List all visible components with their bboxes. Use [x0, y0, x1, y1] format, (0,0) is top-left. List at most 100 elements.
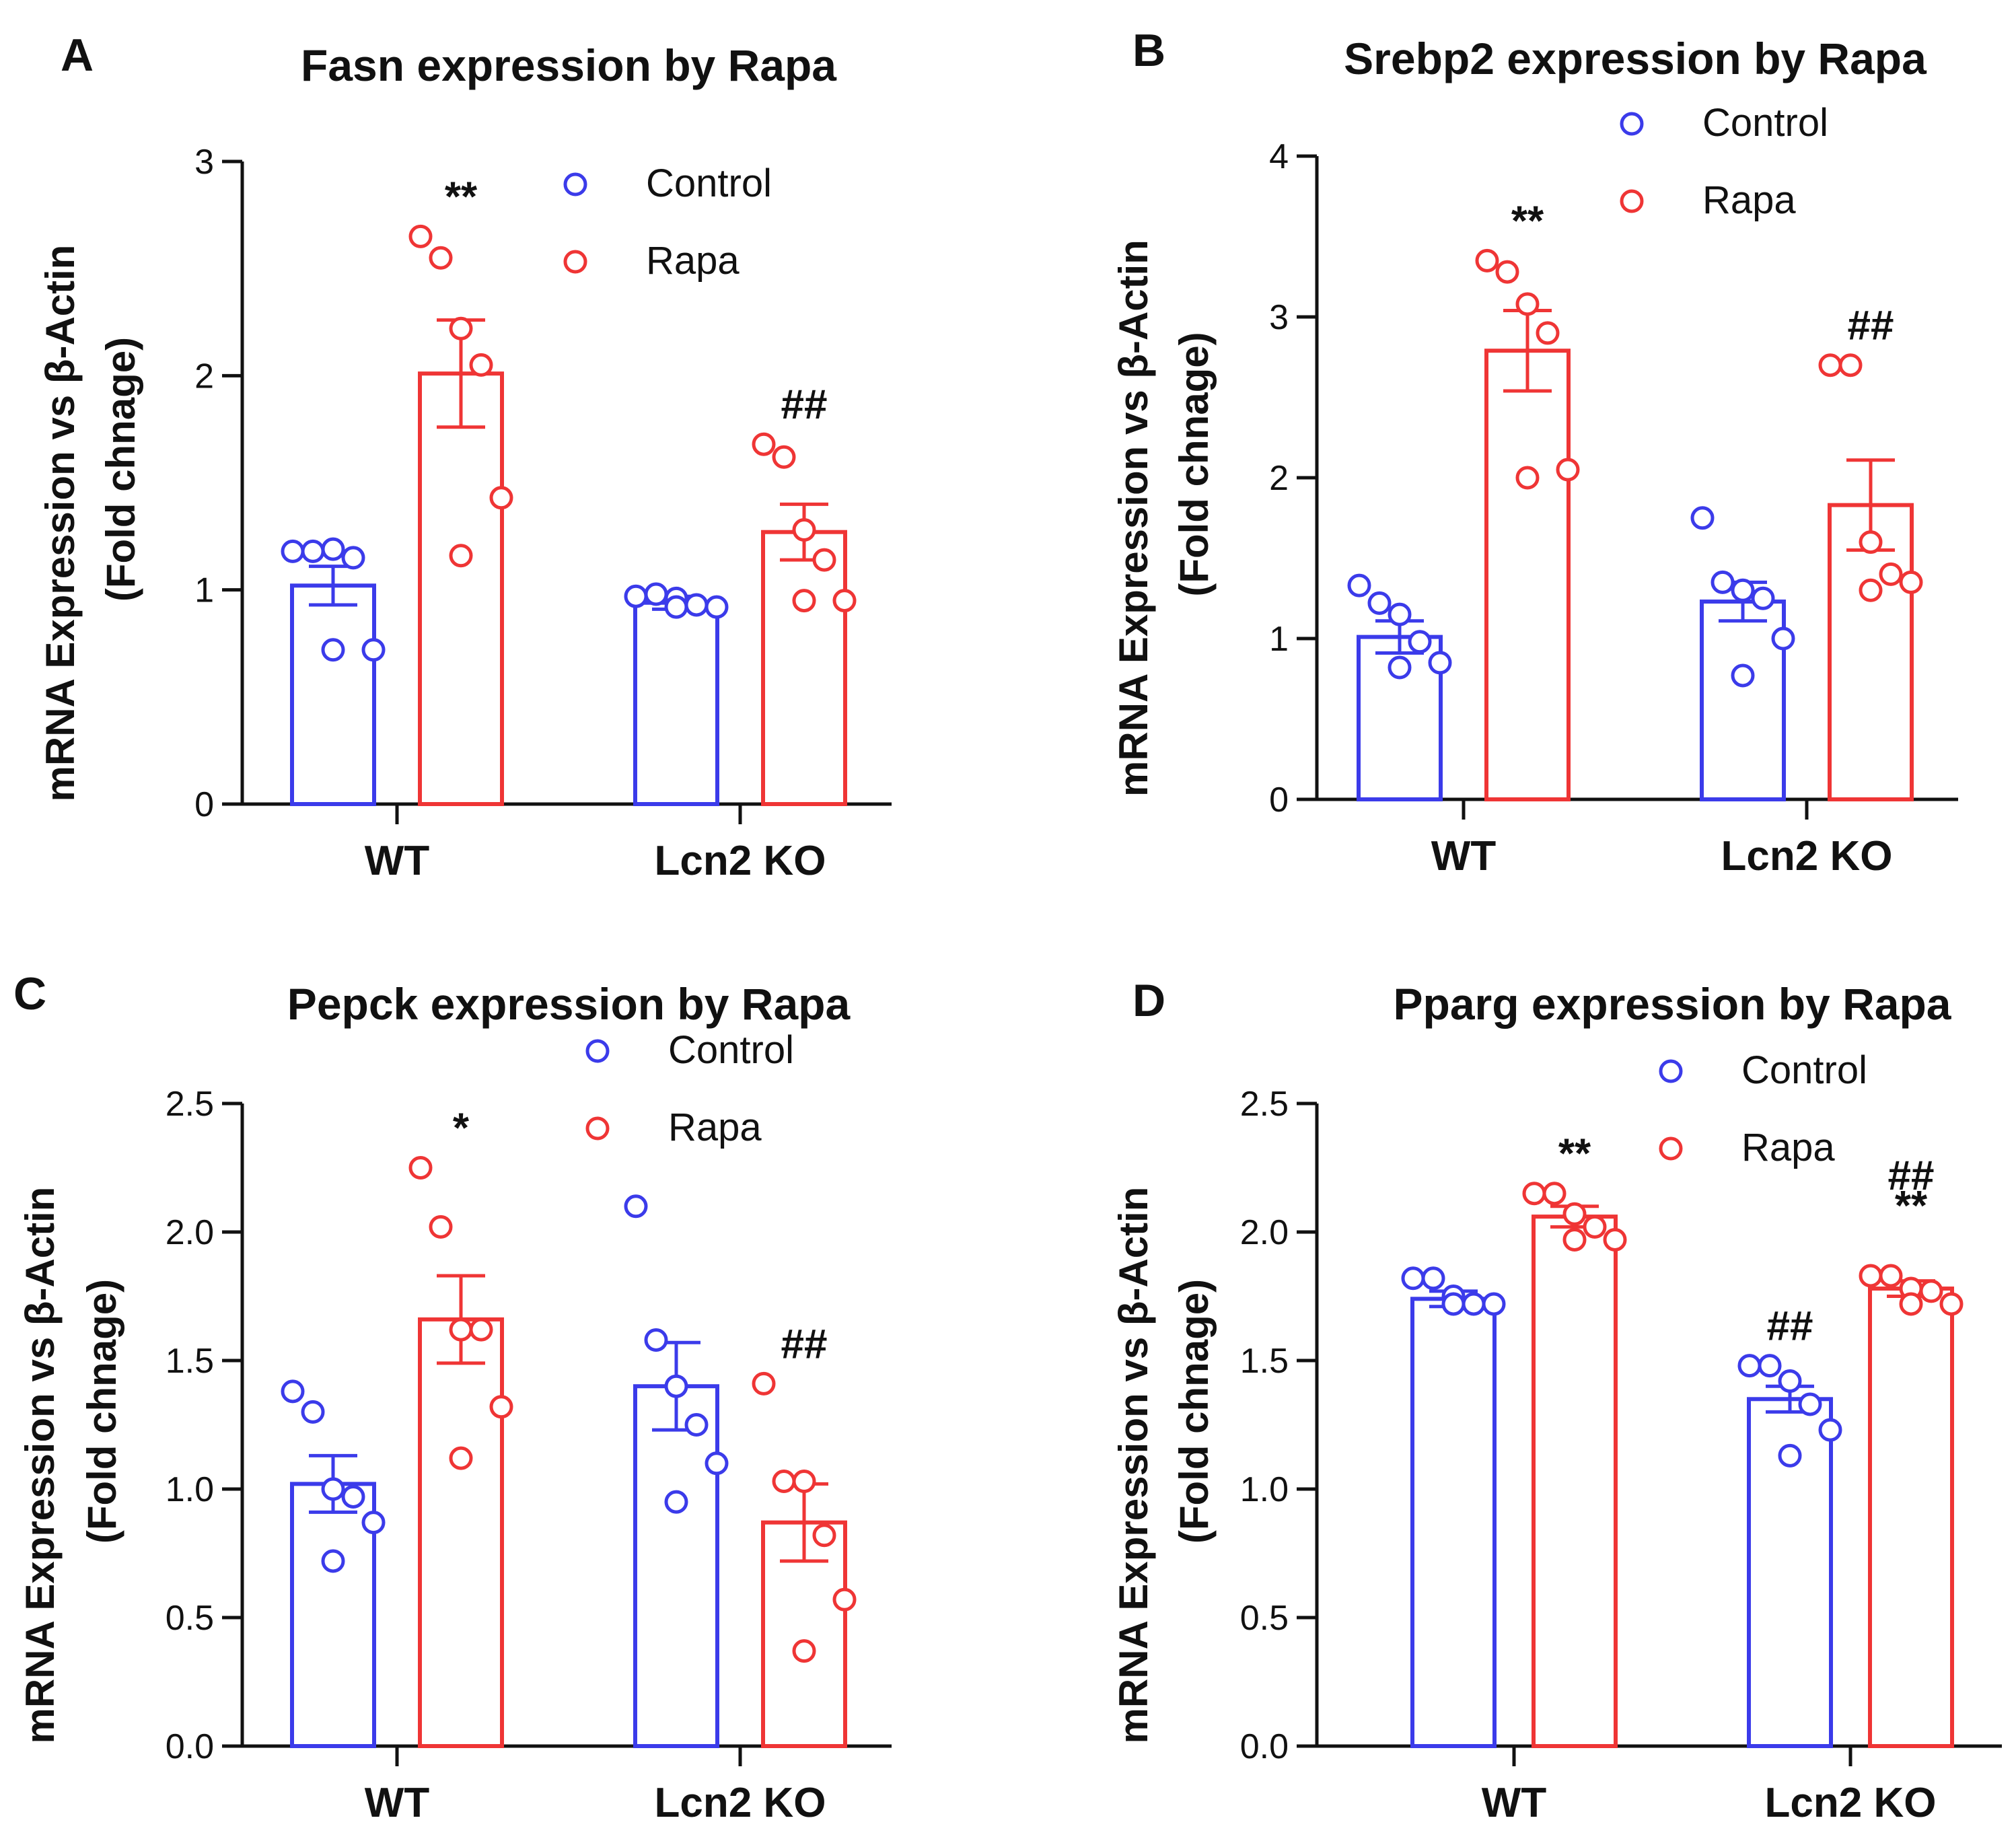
bar-rapa	[1532, 1215, 1618, 1748]
legend-marker-control	[563, 172, 587, 196]
y-axis-label: mRNA Expression vs β-Actin	[1111, 1187, 1156, 1744]
data-point	[361, 1511, 386, 1535]
data-point	[792, 1470, 816, 1494]
data-point	[832, 1587, 857, 1612]
data-point	[449, 1446, 473, 1470]
significance-marker: ##	[781, 1321, 828, 1367]
data-point	[489, 1395, 513, 1419]
y-tick-label: 2.0	[1240, 1213, 1289, 1252]
data-point	[1731, 663, 1755, 688]
data-point	[429, 246, 453, 270]
bar-rapa	[761, 530, 847, 806]
data-point	[772, 1470, 796, 1494]
data-point	[469, 353, 493, 377]
panel-d: D Pparg expression by Rapa mRNA Expression…	[1111, 975, 2002, 1826]
data-point	[489, 486, 513, 510]
y-tick-label: 4	[1269, 137, 1289, 176]
significance-marker: ##	[1848, 303, 1894, 349]
x-tick-label: Lcn2 KO	[655, 838, 826, 884]
y-tick-label: 2.0	[166, 1213, 214, 1252]
data-point	[1401, 1266, 1425, 1291]
data-point	[341, 1484, 365, 1509]
data-point	[1731, 578, 1755, 602]
significance-marker: ##	[1888, 1153, 1935, 1199]
y-tick-label: 2.5	[166, 1085, 214, 1124]
bar-control	[633, 1384, 719, 1748]
significance-marker: *	[453, 1106, 470, 1152]
data-point	[1536, 321, 1560, 345]
bar-control	[1410, 1297, 1497, 1748]
legend-label-control: Control	[1702, 101, 1828, 145]
chart-title: Srebp2 expression by Rapa	[1344, 34, 1927, 83]
bar-rapa	[1484, 349, 1571, 801]
data-point	[812, 1523, 836, 1548]
data-point	[792, 589, 816, 613]
y-tick-label: 3	[194, 143, 214, 182]
data-point	[1859, 530, 1883, 554]
data-point	[429, 1215, 453, 1239]
panel-a: A Fasn expression by Rapa mRNA Expression …	[38, 30, 892, 884]
y-tick-label: 1.0	[1240, 1470, 1289, 1509]
data-point	[1879, 562, 1903, 586]
y-tick-label: 1	[1269, 620, 1289, 659]
x-tick-label: WT	[1482, 1780, 1547, 1826]
y-tick-label: 0.5	[1240, 1599, 1289, 1638]
data-point	[772, 445, 796, 469]
data-point	[1515, 466, 1540, 490]
x-tick-label: WT	[365, 1780, 430, 1826]
data-point	[449, 316, 473, 340]
chart-title: Pepck expression by Rapa	[287, 979, 851, 1029]
y-tick-label: 3	[1269, 298, 1289, 337]
legend-marker-rapa	[563, 250, 587, 274]
y-axis-label-units: (Fold chnage)	[79, 1279, 124, 1544]
data-point	[684, 1413, 709, 1437]
y-tick-label: 2.5	[1240, 1085, 1289, 1124]
data-point	[321, 1477, 345, 1501]
y-tick-label: 0	[1269, 781, 1289, 820]
data-point	[624, 1194, 648, 1219]
legend-marker-control	[1620, 112, 1644, 136]
data-point	[1771, 626, 1795, 651]
panel-letter: D	[1132, 975, 1165, 1026]
data-point	[1919, 1279, 1943, 1303]
data-point	[1441, 1292, 1466, 1316]
legend-label-rapa: Rapa	[668, 1106, 762, 1149]
data-point	[664, 1490, 688, 1514]
x-tick-label: Lcn2 KO	[1765, 1780, 1937, 1826]
data-point	[1798, 1392, 1822, 1416]
data-point	[408, 224, 433, 248]
y-axis-label: mRNA Expression vs β-Actin	[17, 1187, 63, 1744]
bar-control	[1700, 600, 1786, 802]
data-point	[1522, 1182, 1546, 1206]
data-point	[1778, 1369, 1802, 1394]
significance-marker: ##	[781, 382, 828, 428]
panel-letter: A	[61, 30, 94, 81]
data-point	[361, 638, 386, 662]
significance-marker: ##	[1767, 1303, 1813, 1350]
panel-c: C Pepck expression by Rapa mRNA Expression…	[13, 968, 892, 1826]
data-point	[705, 1451, 729, 1476]
panel-b: B Srebp2 expression by Rapa mRNA Expressio…	[1111, 25, 1958, 879]
data-point	[705, 595, 729, 619]
legend-label-rapa: Rapa	[1741, 1126, 1835, 1169]
legend-label-control: Control	[1741, 1048, 1867, 1092]
data-point	[449, 544, 473, 568]
bar-control	[290, 583, 376, 806]
y-tick-label: 1	[194, 571, 214, 610]
bar-control	[633, 600, 719, 806]
data-point	[1899, 570, 1923, 594]
data-point	[1347, 573, 1371, 598]
data-point	[1818, 353, 1842, 377]
data-point	[1583, 1215, 1607, 1239]
x-tick-label: WT	[1431, 833, 1497, 879]
data-point	[752, 432, 776, 456]
y-tick-label: 2	[194, 357, 214, 396]
data-point	[321, 537, 345, 561]
data-point	[1367, 591, 1392, 615]
y-tick-label: 2	[1269, 459, 1289, 498]
y-tick-label: 1.0	[166, 1470, 214, 1509]
bar-rapa	[1868, 1287, 1954, 1749]
data-point	[1751, 586, 1775, 610]
data-point	[1838, 353, 1863, 377]
data-point	[1818, 1418, 1842, 1442]
